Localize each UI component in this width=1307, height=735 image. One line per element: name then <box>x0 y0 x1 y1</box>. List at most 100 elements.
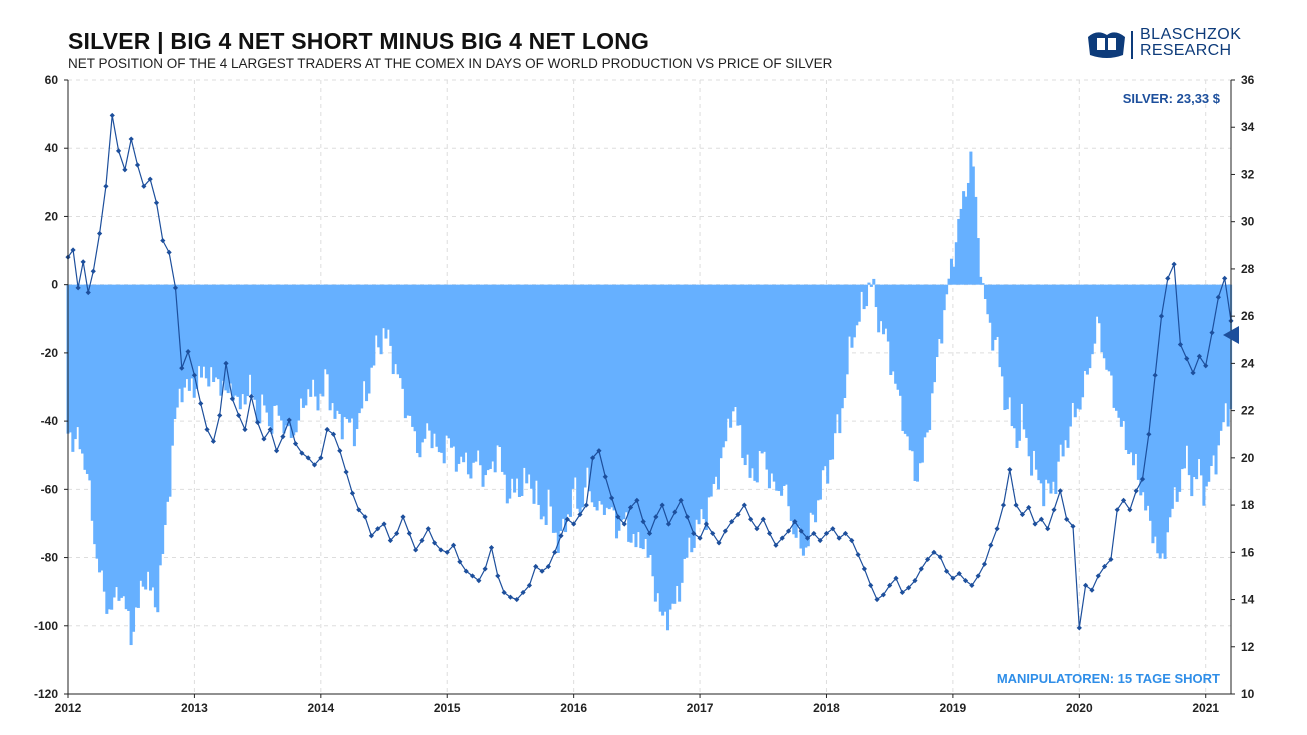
bar <box>469 284 473 479</box>
line-point <box>697 535 703 541</box>
bar <box>932 284 936 383</box>
bar <box>81 284 85 454</box>
bar <box>1051 284 1055 482</box>
bar <box>758 284 762 452</box>
bar <box>962 191 966 285</box>
bar <box>576 284 580 509</box>
bar <box>1071 284 1075 403</box>
line-point <box>823 530 830 537</box>
logo-line1: BLASCHZOK <box>1140 26 1242 43</box>
bar <box>1068 284 1072 427</box>
line-point <box>514 596 520 603</box>
bar <box>195 284 199 389</box>
bar <box>440 284 444 453</box>
manipulators-label: MANIPULATOREN: 15 TAGE SHORT <box>997 671 1220 686</box>
bar <box>624 284 628 513</box>
bar <box>632 284 636 534</box>
bar <box>408 284 412 416</box>
bar <box>199 284 204 378</box>
bar <box>1156 284 1160 554</box>
line-point <box>1076 625 1082 631</box>
bar <box>1015 284 1019 448</box>
line-point <box>90 268 96 274</box>
bar <box>525 284 529 484</box>
bar <box>891 284 895 372</box>
bar <box>561 284 565 519</box>
line-point <box>590 455 596 461</box>
bar <box>610 284 614 508</box>
bar <box>1107 284 1111 372</box>
bar <box>432 284 437 434</box>
bar <box>833 284 837 434</box>
bar <box>901 284 905 431</box>
bar <box>452 284 456 447</box>
bar <box>182 284 187 388</box>
bar <box>925 284 929 433</box>
y-left-tick-label: -40 <box>41 414 59 428</box>
line-point <box>969 582 975 588</box>
bar <box>326 284 330 375</box>
y-right-tick-label: 28 <box>1241 262 1255 276</box>
bar <box>149 284 153 591</box>
bar <box>335 284 339 411</box>
line-point <box>337 448 343 454</box>
bar <box>884 284 888 329</box>
bar <box>869 284 873 287</box>
bar <box>772 284 776 482</box>
bar <box>1102 284 1106 359</box>
y-left-tick-label: 60 <box>45 73 59 87</box>
bar <box>110 284 114 610</box>
bar <box>843 284 847 398</box>
line-point <box>842 530 849 537</box>
bar <box>357 284 361 414</box>
bar <box>593 284 597 507</box>
bar <box>695 284 699 520</box>
bar <box>886 284 890 342</box>
line-point <box>1095 573 1101 579</box>
bar <box>617 284 621 531</box>
bar <box>559 284 563 531</box>
line-point <box>413 547 419 553</box>
line-point <box>236 412 242 418</box>
bar <box>139 284 143 581</box>
bar <box>1139 284 1143 496</box>
bar <box>1119 284 1123 427</box>
line-point <box>495 573 501 579</box>
bar <box>420 284 424 443</box>
bar <box>566 284 570 515</box>
bar <box>1187 284 1191 476</box>
bar <box>107 284 111 610</box>
line-point <box>1165 275 1171 281</box>
line-point <box>577 511 583 518</box>
bar <box>792 284 796 535</box>
bar <box>979 276 983 285</box>
line-point <box>185 348 191 355</box>
bar <box>510 284 514 479</box>
bar <box>551 284 555 533</box>
bar <box>289 284 293 438</box>
bar <box>760 284 764 454</box>
bar <box>537 284 541 505</box>
bar <box>719 284 723 459</box>
line-point <box>627 504 634 511</box>
bar <box>857 284 861 322</box>
bar <box>1131 284 1136 466</box>
bar <box>374 284 378 336</box>
bar <box>306 284 310 390</box>
bar <box>940 284 944 344</box>
bar <box>770 284 774 474</box>
line-point <box>1146 431 1152 437</box>
line-point <box>191 372 198 378</box>
bar <box>600 284 604 505</box>
line-point <box>899 589 905 596</box>
bar <box>214 284 218 378</box>
bar <box>544 284 548 525</box>
bar <box>804 284 808 548</box>
line-point <box>779 535 785 541</box>
line-point <box>501 589 507 596</box>
bar <box>1219 284 1223 431</box>
bar <box>134 284 138 608</box>
line-point <box>292 441 299 447</box>
bar <box>983 284 987 299</box>
bar <box>445 284 449 436</box>
